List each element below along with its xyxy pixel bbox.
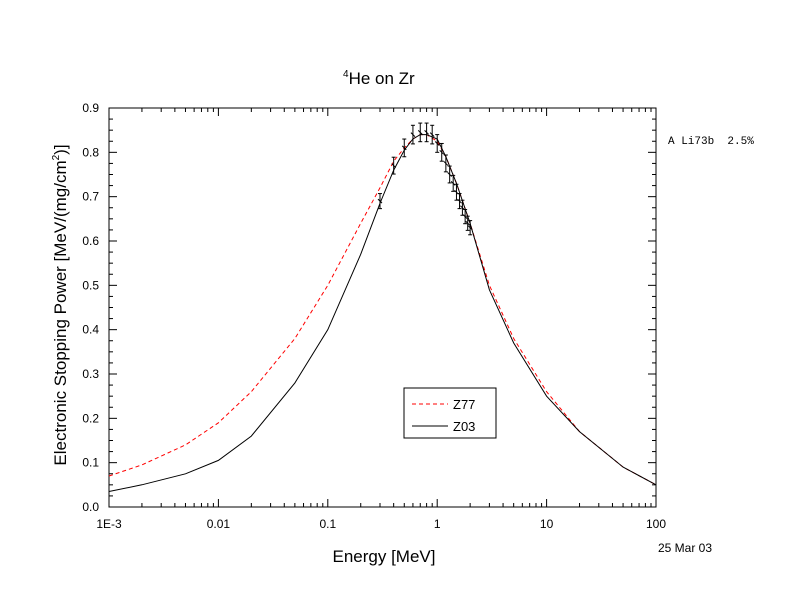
data-point	[462, 214, 468, 219]
data-point	[465, 220, 471, 226]
legend-label-z77: Z77	[453, 397, 475, 412]
measurement-annotation: A Li73b 2.5%	[668, 136, 754, 148]
y-tick-label: 0.0	[82, 500, 99, 514]
data-point	[467, 225, 473, 231]
date-stamp: 25 Mar 03	[658, 541, 712, 555]
x-tick-label: 0.1	[319, 517, 336, 531]
data-point	[410, 132, 416, 137]
y-tick-label: 0.9	[82, 101, 99, 115]
legend-label-z03: Z03	[453, 419, 475, 434]
series-line-z03	[108, 134, 657, 492]
data-point	[429, 132, 435, 137]
y-tick-label: 0.4	[82, 323, 99, 337]
data-point	[443, 161, 449, 166]
data-point	[401, 145, 407, 151]
y-tick-label: 0.2	[82, 411, 99, 425]
axis-tick-labels: 0.0 0.1 0.2 0.3 0.4 0.5 0.6 0.7 0.8 0.9 1E-3 0.01 0.…	[82, 101, 666, 531]
data-point	[377, 198, 383, 204]
legend-box	[403, 387, 497, 439]
y-tick-label: 0.7	[82, 190, 99, 204]
measurement-points	[377, 122, 473, 236]
data-point	[424, 130, 429, 135]
y-tick-label: 0.3	[82, 367, 99, 381]
data-point	[391, 163, 397, 168]
y-tick-label: 0.8	[82, 145, 99, 159]
chart-title: 4He on Zr	[343, 69, 415, 88]
data-point	[417, 130, 423, 135]
plot-frame	[108, 107, 657, 508]
series-layer	[108, 134, 657, 492]
x-tick-label: 10	[540, 517, 554, 531]
data-point	[447, 172, 453, 177]
y-tick-label: 0.1	[82, 456, 99, 470]
data-point	[439, 149, 445, 155]
legend: Z77 Z03	[403, 387, 497, 439]
x-axis-label: Energy [MeV]	[333, 547, 436, 566]
y-axis-label: Electronic Stopping Power [MeV/(mg/cm2)]	[51, 144, 70, 465]
x-tick-label: 100	[646, 517, 666, 531]
data-point	[457, 198, 462, 204]
data-point	[434, 141, 440, 146]
series-line-z77	[108, 134, 657, 486]
x-tick-label: 0.01	[207, 517, 231, 531]
axis-ticks	[108, 107, 657, 508]
y-tick-label: 0.5	[82, 278, 99, 292]
y-tick-label: 0.6	[82, 234, 99, 248]
x-tick-label: 1E-3	[96, 517, 122, 531]
x-tick-label: 1	[434, 517, 441, 531]
